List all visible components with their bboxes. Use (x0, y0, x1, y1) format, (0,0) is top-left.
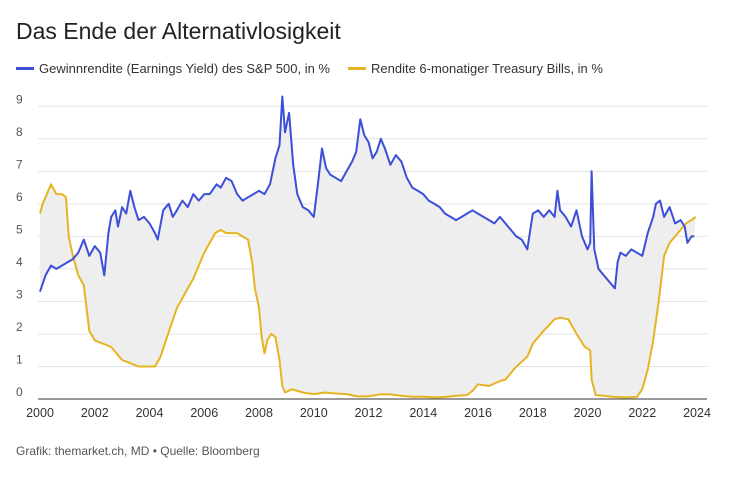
legend: Gewinnrendite (Earnings Yield) des S&P 5… (16, 61, 621, 76)
x-tick-label: 2016 (464, 406, 492, 420)
legend-item-treasury-bills: Rendite 6-monatiger Treasury Bills, in % (347, 61, 603, 76)
legend-label-treasury-bills: Rendite 6-monatiger Treasury Bills, in % (370, 61, 603, 76)
x-tick-label: 2014 (409, 406, 437, 420)
x-tick-label: 2012 (355, 406, 383, 420)
y-tick-label: 5 (16, 222, 23, 236)
series-line-earnings-yield (39, 95, 695, 293)
y-tick-labels: 0 1 2 3 4 5 6 7 8 9 (16, 92, 23, 399)
x-tick-label: 2004 (136, 406, 164, 420)
footer-source: Grafik: themarket.ch, MD • Quelle: Bloom… (16, 444, 260, 458)
y-tick-label: 9 (16, 92, 23, 106)
x-tick-label: 2020 (574, 406, 602, 420)
legend-item-earnings-yield: Gewinnrendite (Earnings Yield) des S&P 5… (16, 61, 330, 76)
x-tick-label: 2024 (683, 406, 711, 420)
y-tick-label: 0 (16, 385, 23, 399)
y-tick-label: 8 (16, 125, 23, 139)
x-tick-labels: 2000 2002 2004 2006 2008 2010 2012 2014 2016 2018… (26, 406, 711, 420)
y-tick-label: 4 (16, 255, 23, 269)
y-tick-label: 2 (16, 320, 23, 334)
x-tick-label: 2008 (245, 406, 273, 420)
gap-fill-area (40, 96, 696, 398)
x-tick-label: 2000 (26, 406, 54, 420)
x-tick-label: 2010 (300, 406, 328, 420)
series-line-treasury-bills (39, 183, 697, 399)
y-tick-label: 3 (16, 287, 23, 301)
y-tick-label: 7 (16, 157, 23, 171)
y-tick-label: 1 (16, 352, 23, 366)
y-tick-label: 6 (16, 190, 23, 204)
legend-swatch-earnings-yield (16, 67, 34, 70)
legend-swatch-treasury-bills (347, 67, 366, 70)
series-layer (39, 95, 697, 399)
x-tick-label: 2002 (81, 406, 109, 420)
x-tick-label: 2022 (628, 406, 656, 420)
x-tick-label: 2006 (190, 406, 218, 420)
chart-title: Das Ende der Alternativlosigkeit (16, 18, 341, 44)
legend-label-earnings-yield: Gewinnrendite (Earnings Yield) des S&P 5… (39, 61, 330, 76)
x-tick-label: 2018 (519, 406, 547, 420)
